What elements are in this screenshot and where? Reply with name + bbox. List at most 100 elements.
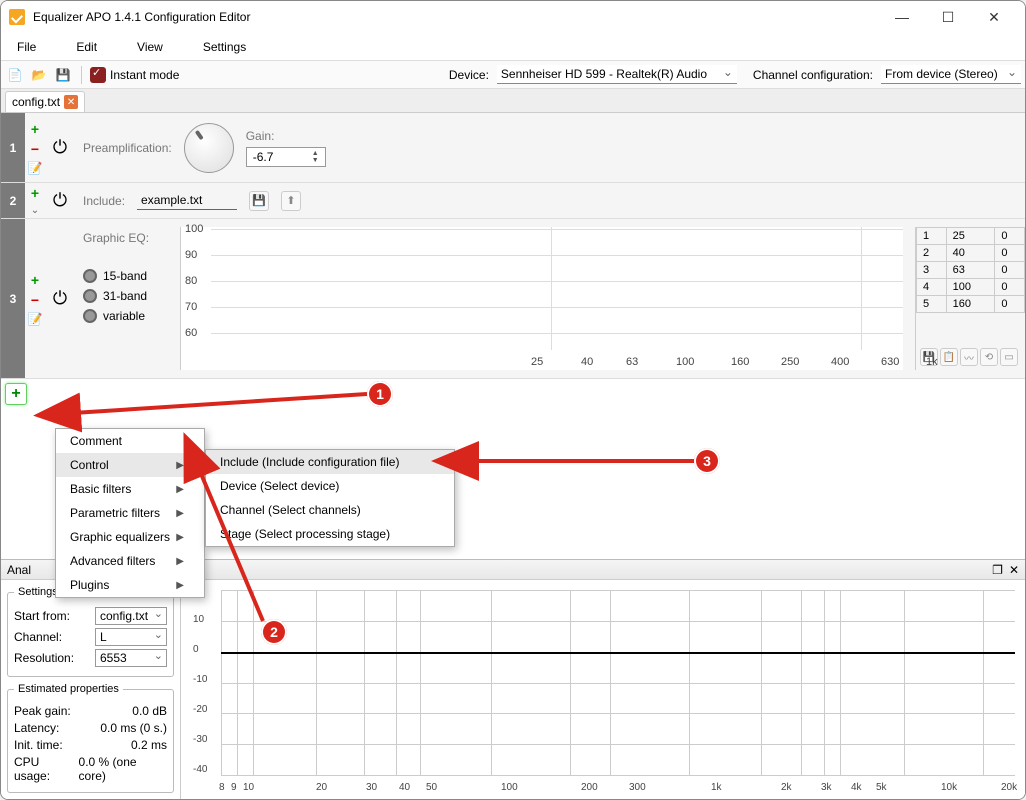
new-icon[interactable]: 📄 [5,65,25,85]
table-row: 3630 [917,262,1025,279]
menu-item-parametric-filters[interactable]: Parametric filters▶ [56,501,204,525]
titlebar: Equalizer APO 1.4.1 Configuration Editor… [1,1,1025,33]
app-window: Equalizer APO 1.4.1 Configuration Editor… [0,0,1026,800]
app-icon [9,9,25,25]
menubar: File Edit View Settings [1,33,1025,61]
band-variable-radio[interactable]: variable [83,309,168,323]
remove-icon[interactable]: − [31,292,39,308]
estimated-fieldset: Estimated properties Peak gain:0.0 dB La… [7,683,174,793]
remove-icon[interactable]: − [31,141,39,157]
include-label: Include: [83,194,125,208]
annotation-badge-2: 2 [261,619,287,645]
add-icon[interactable]: + [31,185,39,201]
undock-icon[interactable]: ❐ [992,563,1003,577]
menu-item-comment[interactable]: Comment [56,429,204,453]
tool-reset-icon[interactable]: ⟲ [980,348,998,366]
menu-view[interactable]: View [129,36,171,58]
eq-table: 1250 2400 3630 41000 51600 💾 📋 〰 ⟲ ▭ [915,227,1025,370]
band-15-radio[interactable]: 15-band [83,269,168,283]
eq-chart[interactable]: 100 90 80 70 60 25 40 63 [180,227,903,370]
tab-config[interactable]: config.txt ✕ [5,91,85,112]
menu-item-include[interactable]: Include (Include configuration file) [206,450,454,474]
gain-label: Gain: [246,129,326,143]
add-filter-button[interactable]: + [5,383,27,405]
tool-wave-icon[interactable]: 〰 [960,348,978,366]
menu-item-graphic-equalizers[interactable]: Graphic equalizers▶ [56,525,204,549]
row-controls: + − 📝 [25,219,45,378]
row-number: 3 [1,219,25,378]
menu-item-basic-filters[interactable]: Basic filters▶ [56,477,204,501]
eq-band-selector: Graphic EQ: 15-band 31-band variable [83,227,168,370]
menu-item-channel[interactable]: Channel (Select channels) [206,498,454,522]
panel-close-icon[interactable]: ✕ [1009,563,1019,577]
channel-config-combo[interactable]: From device (Stereo) [881,65,1021,84]
band-31-radio[interactable]: 31-band [83,289,168,303]
device-label: Device: [449,68,489,82]
edit-icon[interactable]: 📝 [28,161,43,175]
menu-item-stage[interactable]: Stage (Select processing stage) [206,522,454,546]
toolbar: 📄 📂 💾 Instant mode Device: Sennheiser HD… [1,61,1025,89]
start-from-combo[interactable]: config.txt [95,607,167,625]
tool-flat-icon[interactable]: ▭ [1000,348,1018,366]
power-toggle[interactable]: ⏻ [45,183,75,218]
add-filter-row: + [1,379,1025,409]
edit-icon[interactable]: 📝 [28,312,43,326]
channel-config-label: Channel configuration: [753,68,873,82]
preamp-label: Preamplification: [83,141,172,155]
minimize-button[interactable]: — [879,1,925,33]
add-icon[interactable]: + [31,272,39,288]
context-menu-control[interactable]: Include (Include configuration file) Dev… [205,449,455,547]
annotation-badge-1: 1 [367,381,393,407]
gain-value: -6.7 [253,150,274,164]
table-row: 2400 [917,245,1025,262]
close-button[interactable]: ✕ [971,1,1017,33]
window-title: Equalizer APO 1.4.1 Configuration Editor [33,10,879,24]
save-icon[interactable]: 💾 [53,65,73,85]
gain-spinner[interactable]: -6.7 ▲▼ [246,147,326,167]
tabstrip: config.txt ✕ [1,89,1025,113]
save-file-icon[interactable]: 💾 [249,191,269,211]
menu-edit[interactable]: Edit [68,36,105,58]
maximize-button[interactable]: ☐ [925,1,971,33]
settings-fieldset: Settings Start from:config.txt Channel:L… [7,586,174,677]
tab-close-icon[interactable]: ✕ [64,95,78,109]
annotation-badge-3: 3 [694,448,720,474]
channel-combo[interactable]: L [95,628,167,646]
power-toggle[interactable]: ⏻ [45,219,75,378]
row-controls: + ⌄ [25,183,45,218]
instant-mode-checkbox[interactable] [90,67,106,83]
menu-file[interactable]: File [9,36,44,58]
include-file-input[interactable]: example.txt [137,191,237,210]
gain-knob[interactable] [184,123,234,173]
table-row: 1250 [917,228,1025,245]
filter-row-1: 1 + − 📝 ⏻ Preamplification: Gain: -6.7 ▲… [1,113,1025,183]
power-toggle[interactable]: ⏻ [45,113,75,182]
instant-mode-label: Instant mode [110,68,179,82]
context-menu-main[interactable]: Comment Control▶ Basic filters▶ Parametr… [55,428,205,598]
analysis-chart[interactable]: 20 10 0 -10 -20 -30 -40 8 9 10 20 30 40 … [181,580,1025,799]
filter-row-3: 3 + − 📝 ⏻ Graphic EQ: 15-band 31-band va… [1,219,1025,379]
analysis-settings: Settings Start from:config.txt Channel:L… [1,580,181,799]
open-icon[interactable]: 📂 [29,65,49,85]
menu-item-control[interactable]: Control▶ [56,453,204,477]
resolution-combo[interactable]: 6553 [95,649,167,667]
spinner-arrows-icon[interactable]: ▲▼ [312,150,319,164]
row-controls: + − 📝 [25,113,45,182]
tool-copy-icon[interactable]: 📋 [940,348,958,366]
row-number: 1 [1,113,25,182]
menu-settings[interactable]: Settings [195,36,254,58]
tab-label: config.txt [12,95,60,109]
menu-item-advanced-filters[interactable]: Advanced filters▶ [56,549,204,573]
add-icon[interactable]: + [31,121,39,137]
row-number: 2 [1,183,25,218]
device-combo[interactable]: Sennheiser HD 599 - Realtek(R) Audio [497,65,737,84]
up-icon[interactable]: ⬆ [281,191,301,211]
table-row: 41000 [917,279,1025,296]
analysis-title: Anal [7,563,31,577]
menu-item-device[interactable]: Device (Select device) [206,474,454,498]
graphic-eq-label: Graphic EQ: [83,231,168,245]
filter-row-2: 2 + ⌄ ⏻ Include: example.txt 💾 ⬆ [1,183,1025,219]
chevron-icon[interactable]: ⌄ [31,205,39,216]
menu-item-plugins[interactable]: Plugins▶ [56,573,204,597]
separator [81,66,82,84]
